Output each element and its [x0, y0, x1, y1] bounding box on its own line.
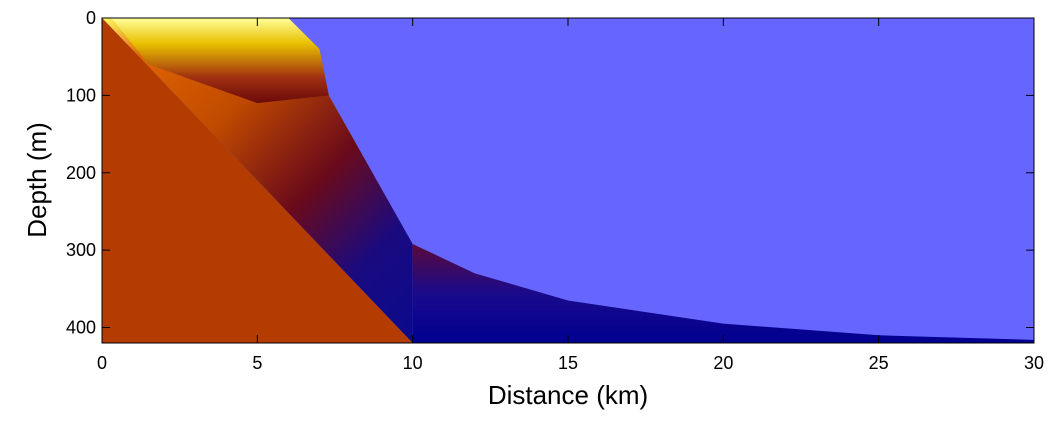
x-tick-label: 30 — [1024, 353, 1044, 373]
deep-tail-region — [412, 243, 1034, 343]
x-tick-label: 25 — [869, 353, 889, 373]
axes — [101, 17, 1035, 344]
plot-area — [102, 18, 1034, 343]
y-tick-label: 300 — [66, 240, 96, 260]
y-tick-label: 400 — [66, 318, 96, 338]
y-tick-label: 200 — [66, 163, 96, 183]
y-tick-label: 100 — [66, 85, 96, 105]
x-tick-label: 15 — [558, 353, 578, 373]
y-axis-label: Depth (m) — [22, 122, 52, 238]
x-tick-label: 20 — [713, 353, 733, 373]
x-tick-label: 5 — [252, 353, 262, 373]
surface-layer — [111, 18, 329, 104]
x-axis-label: Distance (km) — [488, 380, 648, 410]
x-tick-label: 0 — [97, 353, 107, 373]
y-tick-label: 0 — [86, 8, 96, 28]
x-tick-label: 10 — [403, 353, 423, 373]
seafloor-region — [102, 18, 413, 343]
